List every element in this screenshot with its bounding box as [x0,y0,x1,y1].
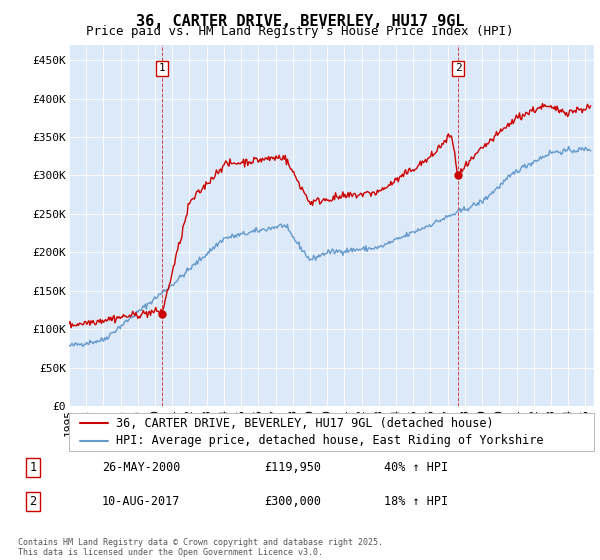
Text: 10-AUG-2017: 10-AUG-2017 [102,494,181,508]
Text: 26-MAY-2000: 26-MAY-2000 [102,461,181,474]
Text: £119,950: £119,950 [264,461,321,474]
Text: 36, CARTER DRIVE, BEVERLEY, HU17 9GL: 36, CARTER DRIVE, BEVERLEY, HU17 9GL [136,14,464,29]
Text: 36, CARTER DRIVE, BEVERLEY, HU17 9GL (detached house): 36, CARTER DRIVE, BEVERLEY, HU17 9GL (de… [116,417,494,430]
Text: £300,000: £300,000 [264,494,321,508]
Text: 1: 1 [29,461,37,474]
Text: 40% ↑ HPI: 40% ↑ HPI [384,461,448,474]
Text: HPI: Average price, detached house, East Riding of Yorkshire: HPI: Average price, detached house, East… [116,434,544,447]
Text: Price paid vs. HM Land Registry's House Price Index (HPI): Price paid vs. HM Land Registry's House … [86,25,514,38]
Text: 2: 2 [29,494,37,508]
Text: 2: 2 [455,63,461,73]
Text: 18% ↑ HPI: 18% ↑ HPI [384,494,448,508]
Text: 1: 1 [158,63,166,73]
Text: Contains HM Land Registry data © Crown copyright and database right 2025.
This d: Contains HM Land Registry data © Crown c… [18,538,383,557]
